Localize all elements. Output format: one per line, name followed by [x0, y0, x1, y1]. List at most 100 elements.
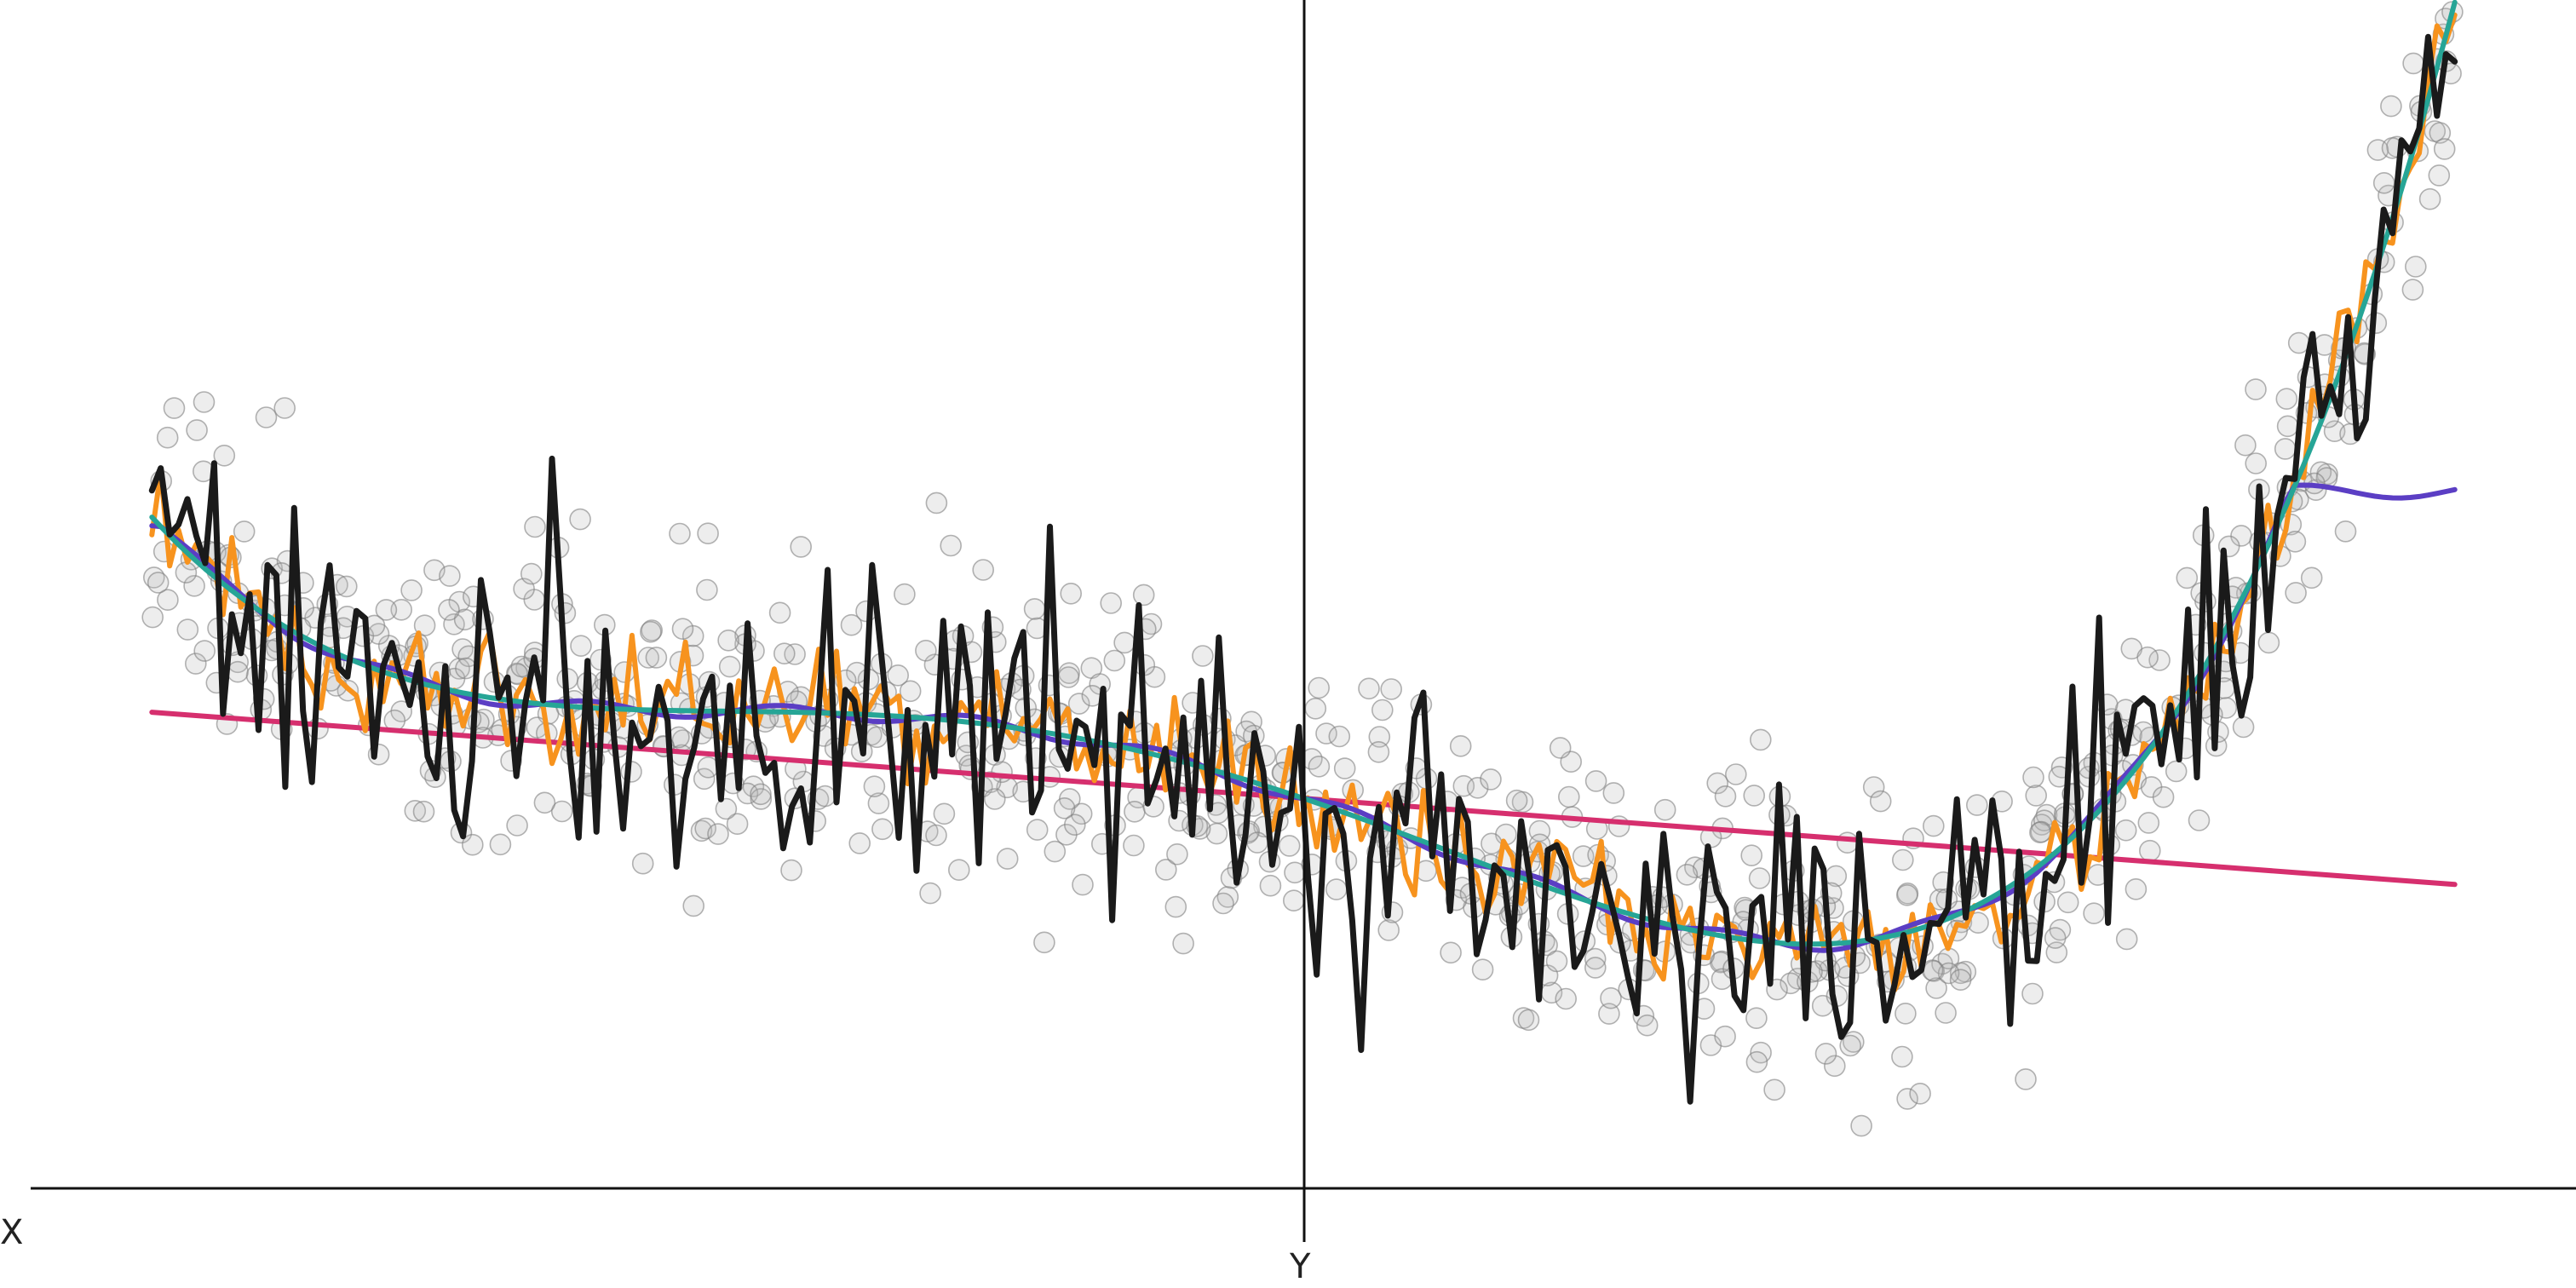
scatter-point	[915, 639, 937, 662]
scatter-point	[2132, 721, 2154, 744]
scatter-point	[1843, 1031, 1865, 1053]
scatter-point	[1836, 831, 1859, 854]
scatter-point	[1053, 796, 1076, 819]
y-axis-label: Y	[1289, 1247, 1311, 1286]
scatter-point	[1923, 814, 1945, 837]
scatter-point	[1057, 666, 1080, 688]
scatter-point	[996, 848, 1019, 870]
scatter-point	[1600, 986, 1622, 1009]
scatter-point	[1259, 874, 1282, 897]
scatter-point	[1706, 772, 1728, 795]
scatter-point	[141, 606, 164, 629]
scatter-point	[400, 579, 423, 601]
scatter-point	[694, 817, 717, 840]
scatter-point	[176, 618, 199, 641]
scatter-point	[1026, 819, 1049, 841]
scatter-point	[255, 406, 278, 428]
scatter-point	[697, 522, 719, 545]
scatter-point	[2125, 878, 2148, 900]
scatter-point	[1481, 832, 1503, 855]
scatter-point	[768, 601, 791, 624]
scatter-point	[1333, 757, 1356, 779]
scatter-point	[1517, 1009, 1540, 1032]
scatter-point	[390, 598, 413, 621]
scatter-point	[1100, 592, 1122, 614]
scatter-point	[524, 515, 546, 538]
scatter-point	[1471, 958, 1494, 980]
scatter-point	[1714, 1025, 1736, 1048]
scatter-point	[1166, 842, 1188, 865]
scatter-point	[156, 426, 179, 449]
scatter-point	[2274, 438, 2297, 460]
scatter-point	[696, 578, 718, 601]
scatter-point	[718, 655, 741, 678]
scatter-point	[671, 618, 694, 641]
scatter-point	[1070, 802, 1093, 825]
scatter-point	[1033, 931, 1055, 954]
scatter-point	[780, 859, 802, 882]
scatter-point	[2022, 766, 2044, 789]
scatter-point	[933, 802, 956, 825]
scatter-point	[2114, 819, 2137, 842]
scatter-point	[2021, 982, 2044, 1005]
scatter-point	[413, 614, 436, 637]
scatter-point	[554, 601, 577, 624]
scatter-point	[1103, 649, 1126, 672]
scatter-point	[1371, 699, 1394, 722]
scatter-point	[439, 565, 461, 587]
scatter-point	[613, 661, 636, 683]
scatter-point	[1124, 800, 1146, 823]
scatter-point	[1549, 737, 1572, 759]
scatter-point	[1246, 831, 1268, 854]
scatter-point	[2165, 760, 2188, 783]
scatter-point	[972, 559, 994, 581]
scatter-point	[550, 800, 573, 823]
scatter-point	[533, 791, 556, 814]
scatter-point	[1740, 844, 1762, 867]
scatter-point	[1896, 884, 1918, 906]
scatter-point	[1308, 676, 1330, 699]
scatter-point	[1763, 1078, 1785, 1101]
scatter-point	[453, 608, 476, 631]
scatter-point	[2139, 839, 2161, 862]
scatter-point	[213, 444, 236, 467]
scatter-point	[412, 800, 435, 823]
scatter-point	[1558, 785, 1580, 808]
scatter-point	[2429, 122, 2452, 144]
scatter-point	[2137, 812, 2160, 834]
scatter-point	[894, 583, 916, 606]
scatter-point	[2401, 279, 2424, 301]
scatter-point	[147, 572, 170, 594]
scatter-point	[2245, 452, 2267, 474]
scatter-point	[506, 814, 528, 837]
scatter-point	[1545, 950, 1568, 973]
scatter-point	[1949, 962, 1972, 985]
scatter-point	[443, 612, 465, 635]
scatter-point	[183, 574, 205, 597]
scatter-point	[1377, 919, 1400, 941]
scatter-point	[1328, 725, 1351, 748]
scatter-point	[1123, 834, 1145, 857]
scatter-point	[1212, 892, 1234, 915]
scatter-point	[693, 768, 716, 791]
scatter-point	[1909, 1083, 1931, 1105]
scatter-point	[2428, 164, 2451, 187]
scatter-point	[569, 508, 591, 531]
scatter-point	[1325, 878, 1348, 900]
scatter-point	[1380, 678, 1402, 700]
scatter-point	[157, 589, 179, 612]
scatter-point	[1892, 848, 1914, 871]
scatter-point	[2309, 461, 2332, 484]
scatter-point	[438, 599, 460, 621]
scatter-point	[814, 785, 837, 808]
scatter-point	[1308, 755, 1331, 778]
scatter-point	[404, 799, 427, 822]
scatter-point	[1748, 867, 1771, 889]
scatter-point	[1937, 962, 1960, 985]
scatter-point	[1925, 977, 1947, 999]
scatter-point	[919, 882, 941, 905]
scatter-point	[773, 642, 796, 665]
scatter-point	[1653, 798, 1676, 821]
scatter-point	[193, 640, 216, 662]
